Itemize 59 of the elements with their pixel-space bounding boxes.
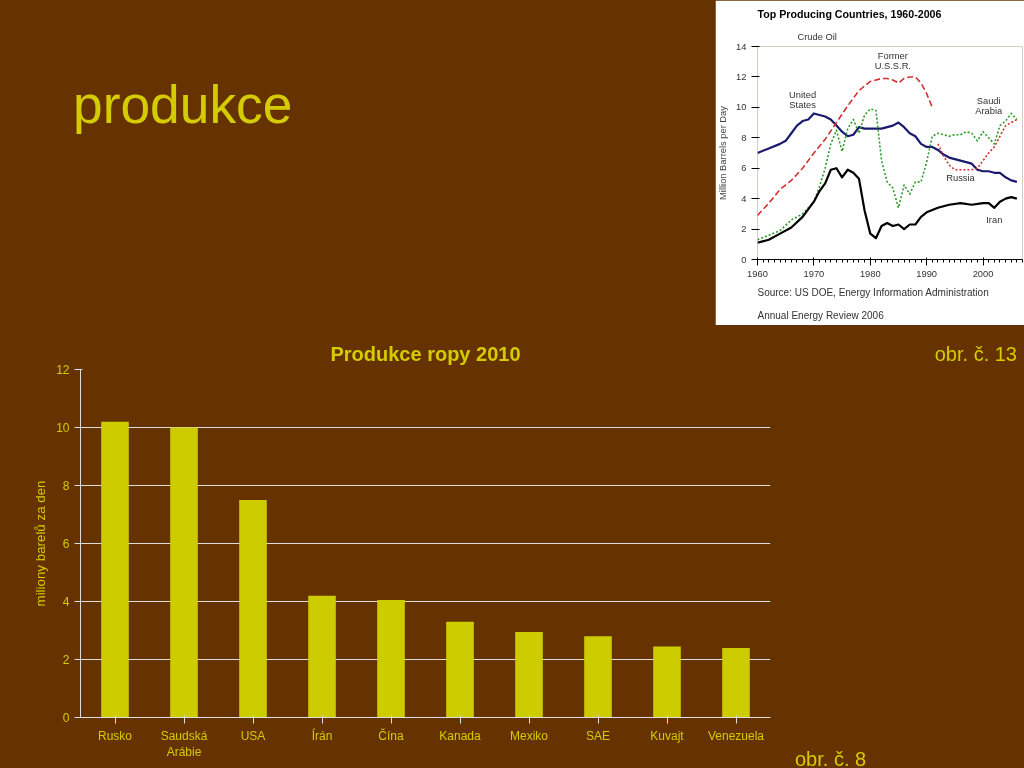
line-series (757, 108, 1018, 241)
x-tick-label: 2000 (972, 268, 994, 279)
series-label: Saudi Arabia (975, 96, 1003, 117)
x-tick-label: Kuvajt (650, 728, 685, 743)
series-label: United States (789, 90, 817, 111)
x-tick-label: Čína (378, 727, 404, 743)
line-series (757, 112, 1018, 184)
x-tick-label: Írán (311, 727, 333, 743)
line-series (937, 118, 1018, 171)
chart-title: Produkce ropy 2010 (330, 342, 521, 365)
text: Source: US DOE, Energy Information Administration Annual Energy Review 2006 (757, 286, 989, 321)
text: produkce (73, 74, 293, 136)
x-tick-label: Rusko (97, 728, 133, 743)
bar (308, 595, 336, 718)
y-tick-label: 8 (62, 479, 70, 493)
y-tick-label: 12 (736, 71, 747, 82)
x-tick-label: 1980 (859, 268, 881, 279)
y-axis-title: Million Barrels per Day (718, 105, 729, 200)
y-tick-label: 2 (62, 653, 70, 667)
bar (446, 621, 474, 718)
y-tick-label: 10 (736, 102, 747, 113)
chart-title: Top Producing Countries, 1960-2006 (757, 7, 942, 20)
text: obr. č. 13 (934, 342, 1017, 367)
bar (515, 631, 543, 718)
x-tick-label: 1990 (916, 268, 938, 279)
y-axis-title: miliony barelů za den (33, 480, 49, 607)
y-tick-label: 4 (62, 595, 70, 609)
x-tick-label: 1970 (803, 268, 825, 279)
y-tick-label: 0 (62, 711, 70, 725)
y-tick-label: 10 (56, 421, 70, 435)
x-tick-label: 1960 (747, 268, 768, 279)
line-series (757, 167, 1018, 244)
bar (239, 500, 267, 718)
y-tick-label: 8 (741, 132, 747, 143)
series-label: Iran (986, 214, 1003, 225)
line-series (757, 76, 934, 217)
x-tick-label: Venezuela (707, 728, 765, 743)
chart-subtitle: Crude Oil (797, 31, 837, 42)
bar (653, 646, 681, 718)
bar (170, 427, 198, 718)
x-tick-label: SAE (585, 728, 611, 743)
x-tick-label: USA (240, 728, 266, 743)
bar (377, 600, 405, 718)
y-tick-label: 4 (741, 193, 747, 204)
y-tick-label: 14 (736, 41, 747, 52)
x-tick-label: Saudská Arábie (160, 728, 208, 760)
text: obr. č. 8 (795, 747, 867, 768)
bar (101, 421, 129, 718)
x-tick-label: Mexiko (510, 728, 549, 743)
y-tick-label: 2 (741, 224, 747, 235)
x-tick-label: Kanada (439, 728, 482, 743)
y-tick-label: 0 (741, 254, 747, 265)
y-tick-label: 6 (741, 163, 747, 174)
bar (584, 636, 612, 718)
y-tick-label: 12 (56, 363, 70, 377)
series-label: Russia (946, 173, 976, 184)
bar (722, 647, 750, 718)
series-label: Former U.S.S.R. (874, 50, 911, 71)
y-tick-label: 6 (62, 537, 70, 551)
